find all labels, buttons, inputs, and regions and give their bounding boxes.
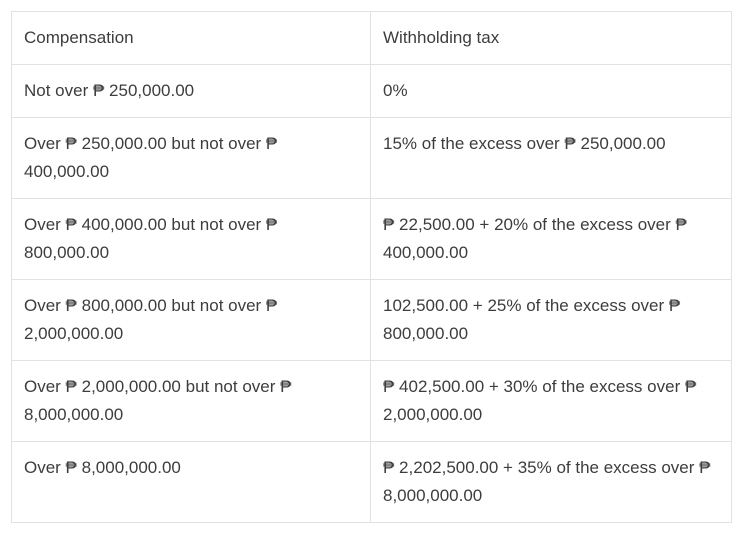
- compensation-cell: Over ₱ 400,000.00 but not over ₱ 800,000…: [11, 198, 371, 280]
- withholding-tax-cell: 15% of the excess over ₱ 250,000.00: [370, 117, 732, 199]
- compensation-cell: Over ₱ 800,000.00 but not over ₱ 2,000,0…: [11, 279, 371, 361]
- header-withholding-tax: Withholding tax: [370, 11, 732, 65]
- table-row: Over ₱ 400,000.00 but not over ₱ 800,000…: [11, 198, 732, 280]
- compensation-cell: Over ₱ 8,000,000.00: [11, 441, 371, 523]
- compensation-cell: Over ₱ 2,000,000.00 but not over ₱ 8,000…: [11, 360, 371, 442]
- table-row: Over ₱ 800,000.00 but not over ₱ 2,000,0…: [11, 279, 732, 361]
- withholding-tax-cell: ₱ 22,500.00 + 20% of the excess over ₱ 4…: [370, 198, 732, 280]
- table-row: Over ₱ 2,000,000.00 but not over ₱ 8,000…: [11, 360, 732, 442]
- compensation-cell: Not over ₱ 250,000.00: [11, 64, 371, 118]
- table-row: Over ₱ 250,000.00 but not over ₱ 400,000…: [11, 117, 732, 199]
- withholding-tax-cell: 0%: [370, 64, 732, 118]
- table-header-row: Compensation Withholding tax: [11, 11, 732, 65]
- withholding-tax-cell: ₱ 402,500.00 + 30% of the excess over ₱ …: [370, 360, 732, 442]
- withholding-tax-cell: 102,500.00 + 25% of the excess over ₱ 80…: [370, 279, 732, 361]
- withholding-tax-table: Compensation Withholding tax Not over ₱ …: [11, 11, 732, 523]
- withholding-tax-cell: ₱ 2,202,500.00 + 35% of the excess over …: [370, 441, 732, 523]
- table-row: Not over ₱ 250,000.00 0%: [11, 64, 732, 118]
- table-row: Over ₱ 8,000,000.00 ₱ 2,202,500.00 + 35%…: [11, 441, 732, 523]
- header-compensation: Compensation: [11, 11, 371, 65]
- compensation-cell: Over ₱ 250,000.00 but not over ₱ 400,000…: [11, 117, 371, 199]
